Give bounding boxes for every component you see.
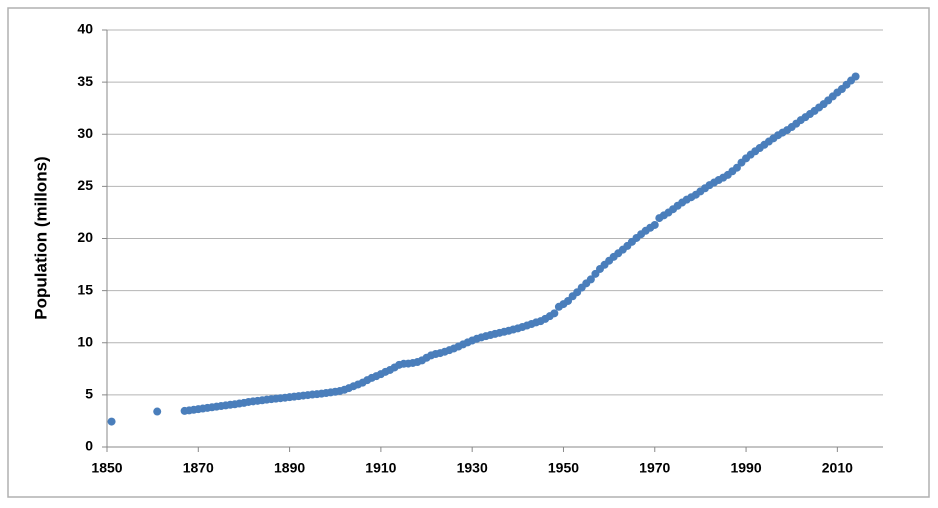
chart-border — [7, 7, 930, 498]
data-point — [107, 417, 116, 426]
y-tick-label: 35 — [77, 73, 93, 89]
y-tick-label: 15 — [77, 281, 93, 297]
data-point — [732, 163, 741, 172]
x-tick-label: 2010 — [822, 460, 853, 476]
y-tick-label: 10 — [77, 333, 93, 349]
x-tick-label: 1970 — [639, 460, 670, 476]
data-point — [153, 407, 162, 416]
x-tick-label: 1870 — [183, 460, 214, 476]
y-tick-label: 5 — [85, 386, 93, 402]
x-tick-label: 1850 — [91, 460, 122, 476]
y-tick-label: 30 — [77, 125, 93, 141]
x-tick-label: 1950 — [548, 460, 579, 476]
x-tick-label: 1930 — [457, 460, 488, 476]
x-tick-label: 1990 — [730, 460, 761, 476]
y-tick-label: 25 — [77, 177, 93, 193]
y-tick-label: 0 — [85, 438, 93, 454]
y-tick-label: 20 — [77, 229, 93, 245]
data-point — [851, 72, 860, 81]
x-tick-label: 1910 — [365, 460, 396, 476]
data-point — [550, 309, 559, 318]
y-axis-title: Population (millons) — [31, 156, 50, 319]
y-tick-label: 40 — [77, 21, 93, 37]
x-tick-label: 1890 — [274, 460, 305, 476]
data-point — [650, 220, 659, 229]
data-point — [586, 275, 595, 284]
